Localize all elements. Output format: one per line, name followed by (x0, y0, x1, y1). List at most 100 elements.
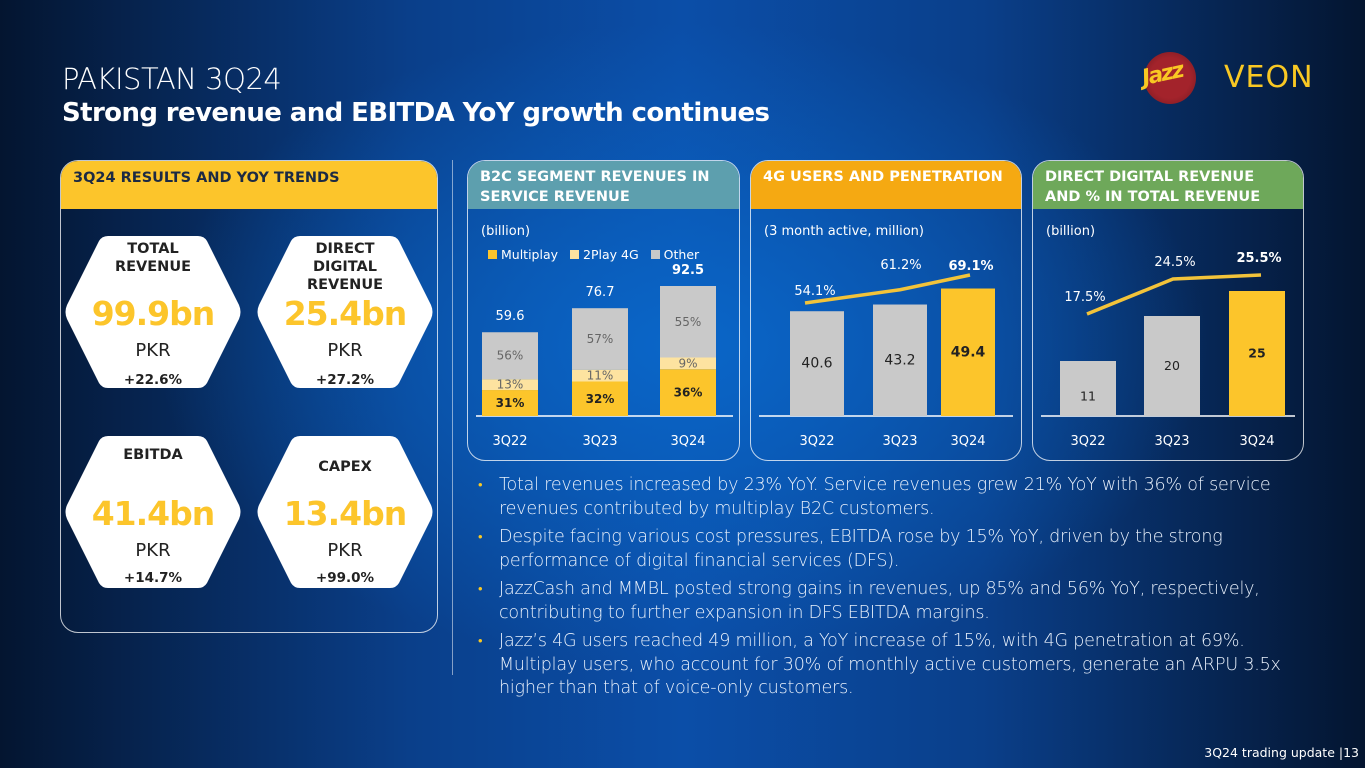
bar-segment-other (482, 332, 538, 380)
kpi-unit: PKR (327, 340, 363, 361)
total-label: 92.5 (672, 263, 704, 278)
kpi-card-capex: CAPEX 13.4bn PKR +99.0% (254, 432, 436, 592)
kpi-change: +27.2% (315, 372, 375, 388)
b2c-segment-chart-panel: B2C SEGMENT REVENUES IN SERVICE REVENUE … (467, 160, 740, 461)
line-point-label: 17.5% (1064, 290, 1105, 305)
segment-label: 56% (497, 349, 524, 363)
x-tick-label: 3Q24 (1239, 434, 1274, 449)
veon-logo-text: VEON (1224, 60, 1314, 95)
line-series (1086, 273, 1262, 316)
x-tick-label: 3Q24 (670, 434, 705, 449)
segment-label: 32% (586, 392, 615, 406)
bar-segment-other (572, 308, 628, 370)
bar (1229, 291, 1285, 416)
4g-users-bar-line-chart: 40.6 3Q22 43.2 3Q23 49.4 3Q24 54.1% 61.2% 69.1% (759, 258, 1013, 449)
bullet-icon: • (478, 478, 483, 493)
chart-heading: B2C SEGMENT REVENUES IN SERVICE REVENUE (468, 161, 739, 209)
bullet-icon: • (478, 634, 483, 649)
bar (790, 311, 844, 416)
commentary-item: • Total revenues increased by 23% YoY. Se… (478, 474, 1308, 521)
kpi-change: +14.7% (123, 570, 183, 586)
bar-segment-2play-4g (660, 357, 716, 370)
bullet-icon: • (478, 530, 483, 545)
legend-label: Multiplay (501, 247, 559, 262)
kpi-value: 99.9bn (91, 294, 216, 333)
segment-label: 9% (678, 356, 697, 370)
bar (873, 304, 927, 416)
jazz-logo-badge (1144, 52, 1196, 104)
kpi-value: 25.4bn (283, 294, 408, 333)
legend-swatch (488, 250, 497, 259)
kpi-label: CAPEX (318, 459, 372, 475)
hexagon-shape (65, 236, 241, 388)
kpi-unit: PKR (135, 340, 171, 361)
kpi-label: TOTAL REVENUE (114, 241, 191, 275)
segment-label: 31% (496, 396, 525, 410)
commentary-item: • Jazz’s 4G users reached 49 million, a Y… (478, 630, 1308, 701)
x-tick-label: 3Q23 (882, 434, 917, 449)
bar-segment-2play-4g (482, 379, 538, 391)
jazz-veon-logo: Jazz VEON (1140, 52, 1330, 106)
x-tick-label: 3Q22 (492, 434, 527, 449)
bar-segment-other (660, 286, 716, 358)
page-subtitle: Strong revenue and EBITDA YoY growth con… (62, 98, 770, 128)
legend-item-2play: 2Play 4G (570, 247, 639, 262)
legend-swatch (570, 250, 580, 259)
legend-item-other: Other (650, 247, 700, 262)
chart-unit-note: (3 month active, million) (764, 224, 924, 239)
commentary-text: Despite facing various cost pressures, E… (499, 527, 1223, 571)
line-point-label: 61.2% (880, 258, 921, 273)
bar-segment-multiplay (572, 381, 628, 416)
segment-label: 57% (587, 332, 614, 346)
bar-value-label: 25 (1248, 346, 1265, 361)
x-tick-label: 3Q24 (950, 434, 985, 449)
chart-unit-note: (billion) (1046, 224, 1096, 239)
x-tick-label: 3Q22 (1070, 434, 1105, 449)
hexagon-shape (257, 236, 433, 388)
commentary-text: Jazz’s 4G users reached 49 million, a Yo… (499, 631, 1281, 698)
legend-label: Other (663, 247, 700, 262)
segment-label: 36% (674, 386, 703, 400)
total-label: 76.7 (586, 285, 615, 300)
line-point-label: 25.5% (1236, 251, 1281, 266)
kpi-label: DIRECT DIGITAL REVENUE (306, 241, 383, 293)
kpi-card-ebitda: EBITDA 41.4bn PKR +14.7% (62, 432, 244, 592)
line-point-label: 69.1% (948, 259, 993, 274)
hexagon-shape (257, 436, 433, 588)
bar (1060, 361, 1116, 416)
bar-value-label: 49.4 (951, 344, 986, 360)
bullet-icon: • (478, 582, 483, 597)
chart-heading: DIRECT DIGITAL REVENUE AND % IN TOTAL RE… (1033, 161, 1303, 209)
commentary-item: • Despite facing various cost pressures, … (478, 526, 1308, 573)
results-panel: 3Q24 RESULTS AND YOY TRENDS (60, 160, 438, 633)
chart-unit-note: (billion) (481, 224, 531, 239)
kpi-change: +99.0% (315, 570, 375, 586)
line-point-label: 54.1% (794, 284, 835, 299)
total-label: 59.6 (496, 309, 525, 324)
kpi-unit: PKR (135, 540, 171, 561)
legend-swatch (650, 250, 660, 259)
commentary-list: • Total revenues increased by 23% YoY. Se… (478, 474, 1308, 706)
segment-label: 13% (497, 378, 524, 392)
vertical-divider (452, 160, 453, 675)
footer-page-label: 3Q24 trading update |13 (1204, 745, 1359, 760)
kpi-card-total-revenue: TOTAL REVENUE 99.9bn PKR +22.6% (62, 232, 244, 392)
bar-value-label: 40.6 (801, 356, 832, 372)
digital-revenue-bar-line-chart: 11 3Q22 20 3Q23 25 3Q24 17.5% 24.5% 25.5% (1041, 251, 1295, 449)
segment-label: 55% (675, 315, 702, 329)
chart-heading: 4G USERS AND PENETRATION (751, 161, 1021, 209)
kpi-value: 41.4bn (91, 494, 216, 533)
kpi-unit: PKR (327, 540, 363, 561)
commentary-item: • JazzCash and MMBL posted strong gains i… (478, 578, 1308, 625)
chart-legend: Multiplay 2Play 4G Other (488, 247, 699, 262)
bar (1144, 316, 1200, 416)
kpi-value: 13.4bn (283, 494, 408, 533)
kpi-label: EBITDA (123, 447, 183, 463)
kpi-change: +22.6% (123, 372, 183, 388)
digital-revenue-chart-panel: DIRECT DIGITAL REVENUE AND % IN TOTAL RE… (1032, 160, 1304, 461)
kpi-card-direct-digital-revenue: DIRECT DIGITAL REVENUE 25.4bn PKR +27.2% (254, 232, 436, 392)
commentary-text: Total revenues increased by 23% YoY. Ser… (499, 475, 1271, 519)
line-point-label: 24.5% (1154, 255, 1195, 270)
bar-segment-multiplay (482, 390, 538, 416)
legend-label: 2Play 4G (583, 247, 639, 262)
